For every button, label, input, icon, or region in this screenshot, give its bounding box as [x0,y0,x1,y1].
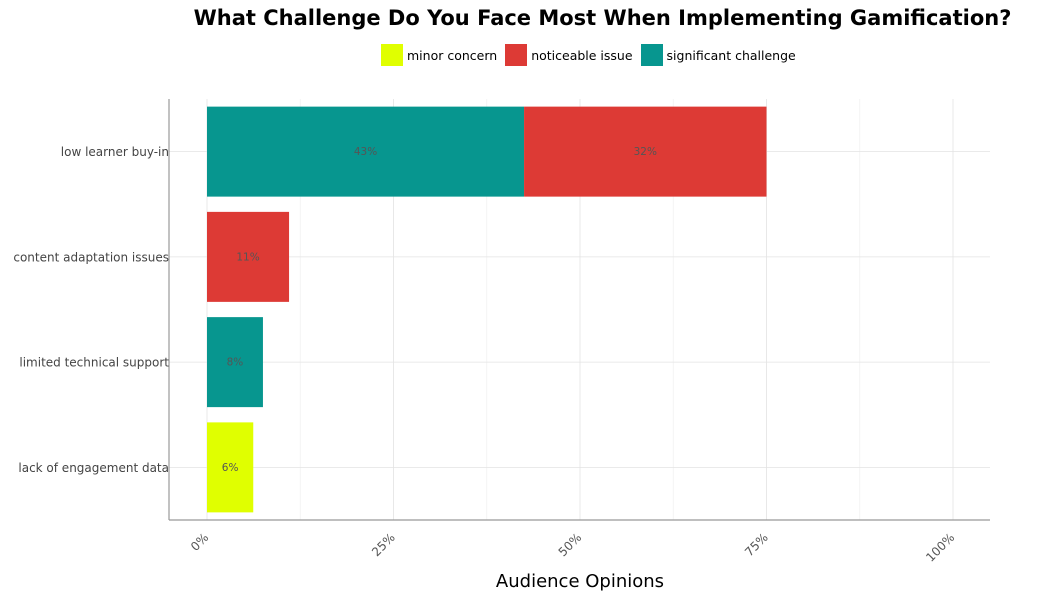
bars: 43% 32% 11% 8% 6% [207,106,767,513]
legend-swatch-minor-concern [381,44,403,66]
bar-minor-concern-lack-of-engagement-data [207,422,254,513]
bar-noticeable-issue-content-adaptation-issues [207,211,290,302]
legend-item-noticeable-issue: noticeable issue [505,44,633,66]
legend: minor concern noticeable issue significa… [381,44,804,66]
bar-value-label: 11% [236,251,259,263]
x-tick-label: 75% [742,530,771,559]
bar-value-label: 32% [634,146,657,158]
x-tick-label: 100% [923,530,957,564]
x-tick-label: 50% [556,530,585,559]
y-tick-label: lack of engagement data [18,461,169,475]
legend-swatch-significant-challenge [640,44,663,66]
axes [168,99,990,521]
bar-significant-challenge-low-learner-buy-in [207,106,525,197]
legend-swatch-noticeable-issue [505,44,528,66]
bar-value-label: 43% [354,146,377,158]
y-axis-labels: low learner buy-in content adaptation iss… [13,145,169,475]
bar-noticeable-issue-low-learner-buy-in [524,106,767,197]
chart-title: What Challenge Do You Face Most When Imp… [193,6,1012,30]
legend-label-minor-concern: minor concern [407,47,498,63]
grid-lines [169,99,990,520]
legend-label-noticeable-issue: noticeable issue [531,47,633,63]
x-tick-label: 25% [369,530,398,559]
x-axis-label: Audience Opinions [496,571,664,592]
bar-value-label: 6% [222,462,239,474]
legend-item-minor-concern: minor concern [381,44,497,66]
y-tick-label: low learner buy-in [61,145,169,159]
bar-value-label: 8% [227,357,244,369]
legend-label-significant-challenge: significant challenge [666,47,796,63]
legend-item-significant-challenge: significant challenge [640,44,796,66]
y-tick-label: content adaptation issues [13,250,169,264]
y-tick-label: limited technical support [19,356,169,370]
x-axis-ticks: 0% 25% 50% 75% 100% [188,530,957,564]
x-tick-label: 0% [188,530,211,553]
bar-significant-challenge-limited-technical-support [207,317,263,408]
